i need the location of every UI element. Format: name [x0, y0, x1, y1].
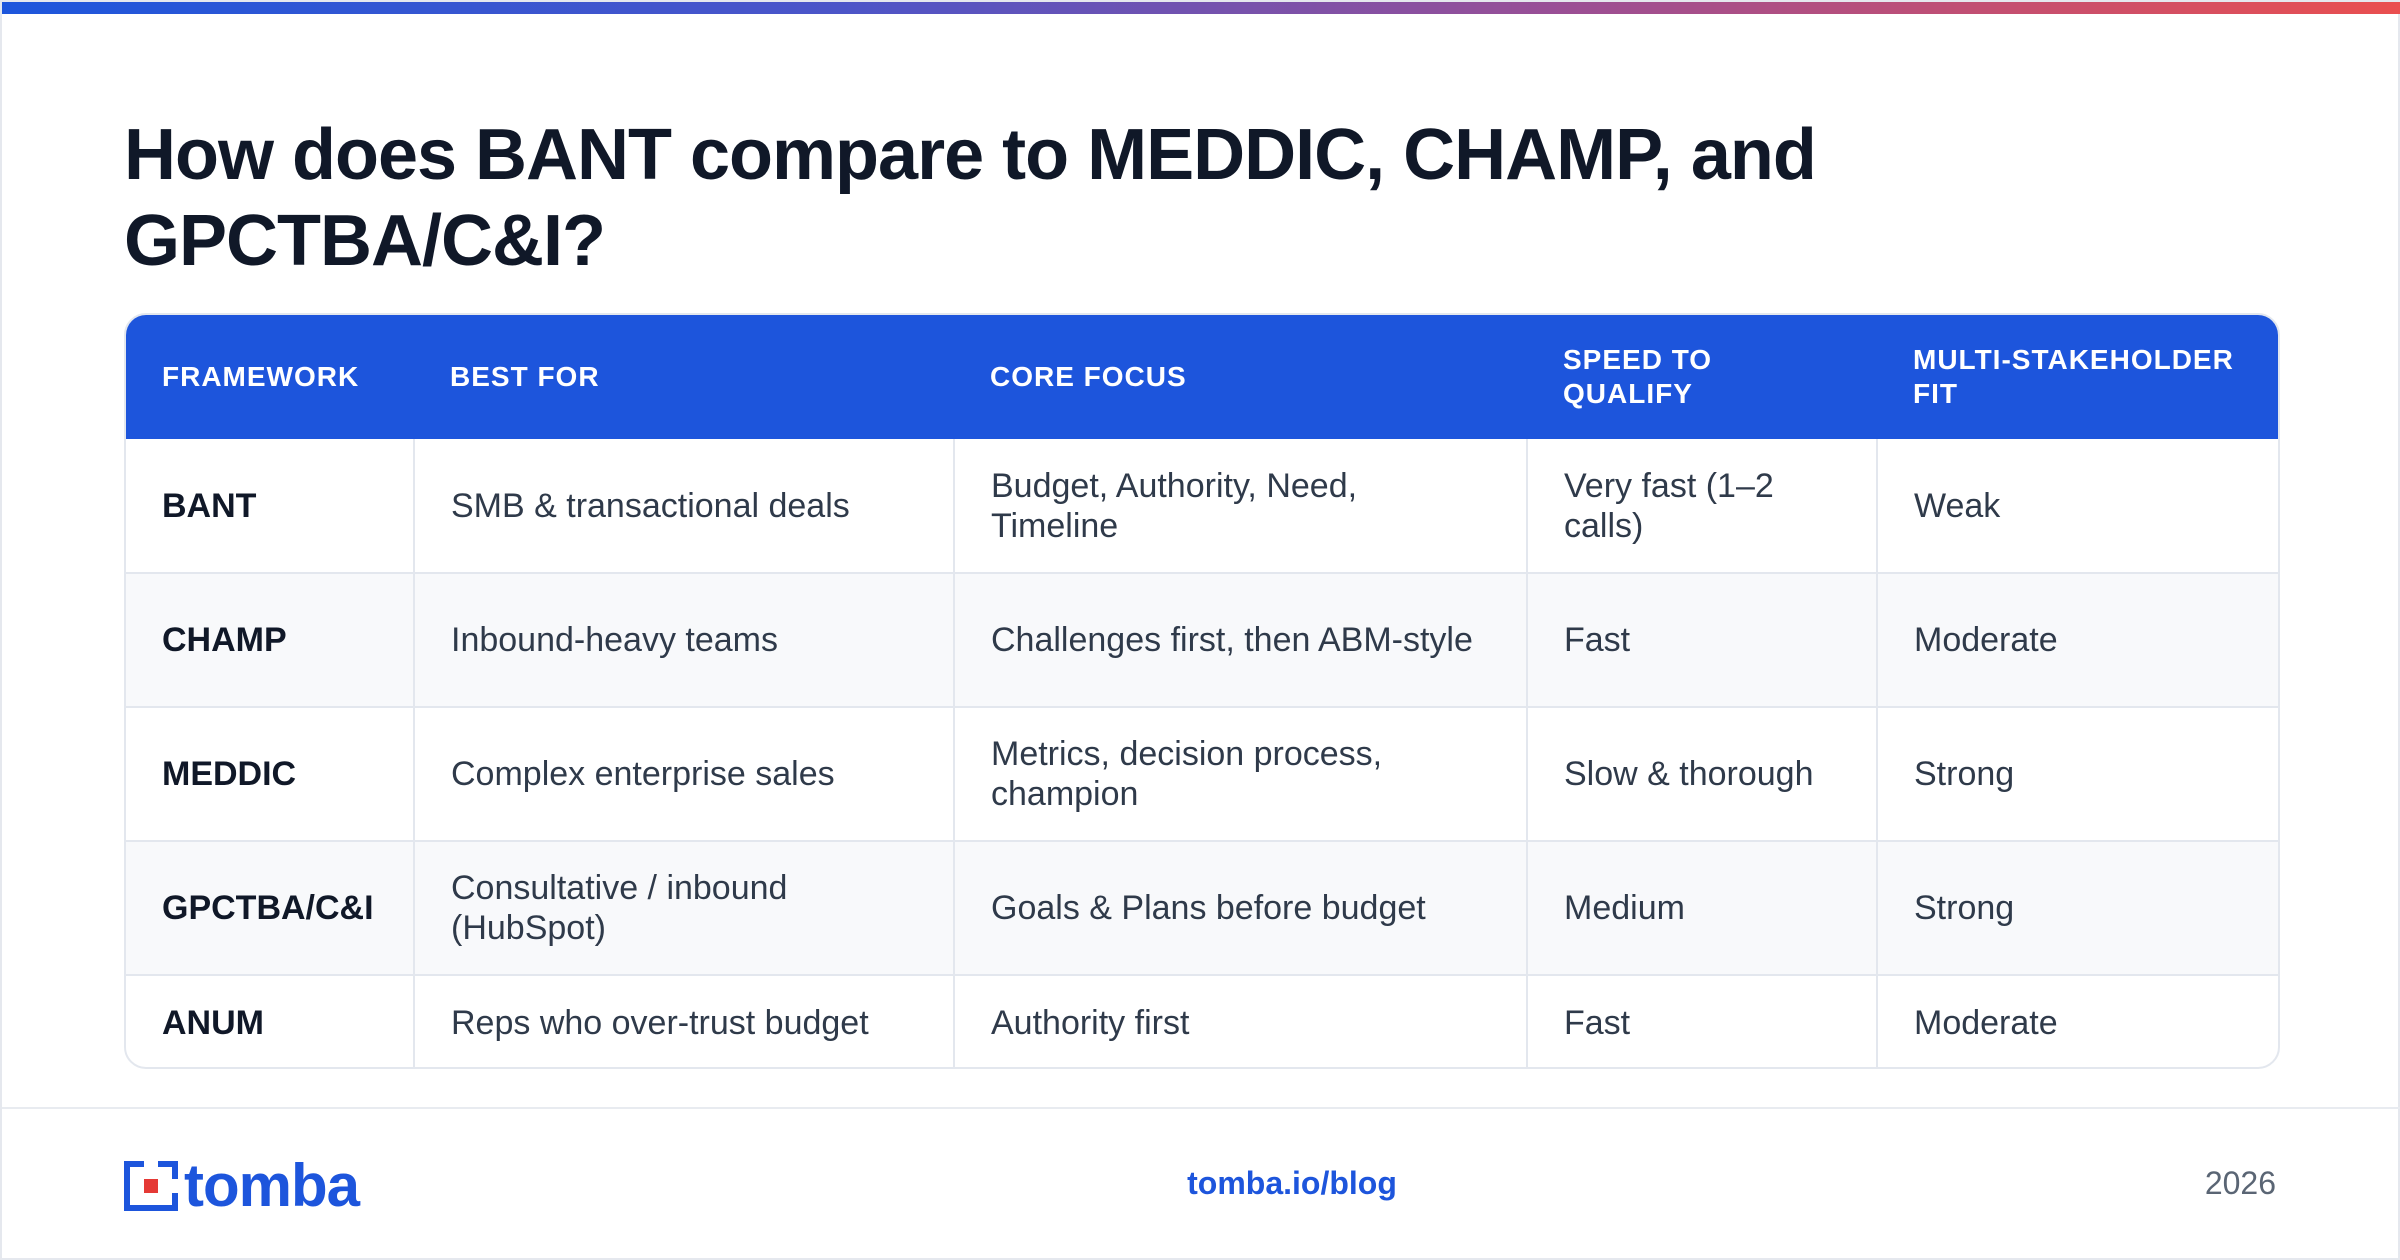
stakeholder-fit-cell: Moderate — [1914, 1003, 2058, 1042]
speed-cell: Slow & thorough — [1527, 707, 1878, 842]
stakeholder-fit-cell: Strong — [1877, 841, 2278, 976]
column-header-core-focus: CORE FOCUS — [990, 361, 1187, 392]
core-focus-cell: Goals & Plans before budget — [954, 841, 1528, 976]
best-for-cell: Inbound-heavy teams — [414, 573, 955, 708]
page-title: How does BANT compare to MEDDIC, CHAMP, … — [124, 115, 1817, 281]
core-focus-cell: Challenges first, then ABM-style — [954, 573, 1528, 708]
stakeholder-fit-cell: Weak — [1877, 439, 2278, 574]
core-focus-cell: Metrics, decision process, champion — [954, 707, 1528, 842]
core-focus-cell: Budget, Authority, Need, Timeline — [954, 439, 1528, 574]
speed-cell: Very fast (1–2 calls) — [1527, 439, 1878, 574]
comparison-table: FRAMEWORK BEST FOR CORE FOCUS SPEED TO Q… — [126, 315, 2278, 1067]
best-for-cell: Reps who over-trust budget — [414, 975, 955, 1067]
table-row: ANUM Reps who over-trust budget Authorit… — [126, 975, 2278, 1067]
footer-year: 2026 — [2204, 1165, 2276, 1201]
core-focus-cell: Authority first — [954, 975, 1528, 1067]
framework-cell: ANUM — [126, 975, 415, 1067]
best-for-cell: Consultative / inbound (HubSpot) — [414, 841, 955, 976]
logo-wordmark: tomba — [184, 1152, 360, 1219]
table-row: MEDDIC Complex enterprise sales Metrics,… — [126, 707, 2278, 842]
table-row: GPCTBA/C&I Consultative / inbound (HubSp… — [126, 841, 2278, 976]
table-header-row: FRAMEWORK BEST FOR CORE FOCUS SPEED TO Q… — [126, 315, 2278, 439]
table-row: BANT SMB & transactional deals Budget, A… — [126, 439, 2278, 574]
framework-cell: GPCTBA/C&I — [126, 841, 415, 976]
tomba-logo-icon — [124, 1161, 178, 1211]
footer-divider — [2, 1107, 2400, 1109]
framework-cell: BANT — [126, 439, 415, 574]
column-header-multi-stakeholder: MULTI-STAKEHOLDER FIT — [1913, 344, 2234, 409]
framework-cell: MEDDIC — [126, 707, 415, 842]
speed-cell: Fast — [1527, 573, 1878, 708]
top-gradient-bar — [2, 2, 2400, 14]
column-header-speed: SPEED TO QUALIFY — [1563, 344, 1713, 409]
tomba-logo[interactable]: tomba — [124, 1152, 360, 1219]
column-header-best-for: BEST FOR — [450, 361, 600, 392]
comparison-table-card: FRAMEWORK BEST FOR CORE FOCUS SPEED TO Q… — [124, 313, 2280, 1069]
stakeholder-fit-cell: Strong — [1877, 707, 2278, 842]
stakeholder-fit-cell: Moderate — [1877, 573, 2278, 708]
best-for-cell: Complex enterprise sales — [414, 707, 955, 842]
column-header-framework: FRAMEWORK — [162, 361, 360, 392]
framework-cell: CHAMP — [126, 573, 415, 708]
speed-cell: Fast — [1527, 975, 1878, 1067]
speed-cell: Medium — [1527, 841, 1878, 976]
table-row: CHAMP Inbound-heavy teams Challenges fir… — [126, 573, 2278, 708]
blog-link[interactable]: tomba.io/blog — [1187, 1165, 1397, 1201]
best-for-cell: SMB & transactional deals — [414, 439, 955, 574]
